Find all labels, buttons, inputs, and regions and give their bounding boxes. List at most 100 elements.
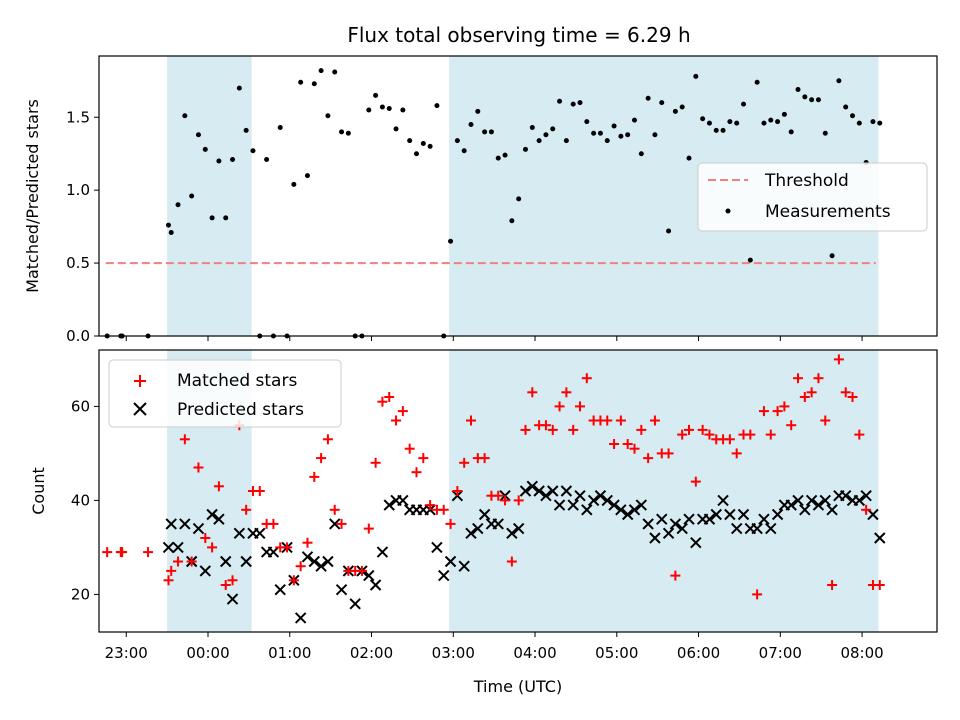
predicted-star-marker-b [376, 546, 389, 558]
predicted-star-marker-b [526, 480, 539, 493]
measurement-point [434, 103, 440, 109]
predicted-star-marker-b [683, 513, 695, 525]
measurement-point [475, 108, 481, 114]
predicted-star-marker-b [220, 555, 232, 568]
predicted-star-marker [240, 555, 252, 568]
measurement-point [393, 126, 399, 132]
measurement-point [509, 218, 515, 224]
matched-star-marker [241, 504, 252, 515]
top-legend-box [697, 162, 928, 232]
measurement-point [666, 228, 672, 234]
bottom-x-tick-label: 04:00 [513, 644, 556, 662]
predicted-star-marker [220, 555, 232, 568]
bottom-legend-box [108, 359, 342, 428]
predicted-star-marker [492, 518, 504, 530]
matched-star-marker [336, 518, 347, 529]
matched-star-marker [302, 537, 313, 548]
measurement-point [427, 143, 433, 149]
matched-star-marker [356, 565, 367, 576]
predicted-star-marker-b [369, 579, 382, 591]
measurement-point [488, 129, 494, 135]
predicted-star-marker [472, 522, 484, 535]
measurement-point [632, 117, 638, 123]
measurement-point [264, 157, 270, 163]
measurement-point [754, 79, 760, 85]
measurement-point [625, 132, 631, 138]
matched-star-marker [479, 453, 490, 464]
bottom-x-tick-label: 02:00 [350, 644, 393, 662]
predicted-star-marker-b [751, 522, 763, 535]
measurement-point [407, 138, 413, 144]
matched-star-marker [568, 424, 579, 435]
bottom-y-tick-label: 60 [71, 397, 90, 415]
matched-star-marker [186, 556, 197, 567]
predicted-star-marker [519, 485, 532, 497]
matched-star-marker [213, 481, 224, 492]
predicted-star-marker-b [635, 499, 648, 511]
matched-star-marker [166, 565, 177, 576]
matched-star-marker [370, 457, 381, 468]
predicted-star-marker [594, 489, 607, 502]
predicted-star-marker-b [335, 583, 348, 596]
predicted-star-marker-b [737, 508, 750, 521]
measurement-point [413, 151, 419, 157]
matched-star-marker [200, 533, 211, 543]
matched-star-marker [690, 476, 701, 487]
matched-star-marker [295, 561, 306, 572]
bottom-x-tick-label: 05:00 [595, 644, 638, 662]
matched-star-marker [663, 448, 674, 459]
predicted-star-marker-b [472, 522, 484, 535]
matched-star-marker [554, 401, 565, 412]
matched-star-marker [513, 495, 524, 506]
matched-star-marker [609, 439, 620, 449]
predicted-star-marker-b [431, 541, 443, 554]
matched-star-marker [820, 415, 831, 426]
top-shaded-interval [167, 56, 252, 336]
predicted-star-marker-b [192, 522, 205, 535]
measurements-legend-label: Measurements [765, 202, 891, 222]
measurement-point [768, 117, 774, 123]
predicted-star-marker [172, 541, 184, 554]
matched-star-marker [465, 415, 476, 426]
measurement-point [454, 138, 460, 144]
top-y-tick-label: 0.5 [66, 254, 90, 272]
matched-star-marker [452, 486, 463, 496]
count-panel: 20 40 60 23:00 00:00 01:00 02:00 03:00 04:00 05:… [29, 349, 938, 696]
matched-star-marker [520, 424, 531, 435]
bottom-x-tick-label: 01:00 [268, 644, 311, 662]
matched-star-marker [173, 556, 184, 567]
predicted-star-marker-b [274, 583, 286, 596]
predicted-star-marker-b [819, 494, 831, 507]
measurement-point [291, 181, 297, 187]
predicted-star-marker [581, 504, 593, 516]
predicted-star-marker [669, 518, 682, 530]
measurement-point [850, 113, 856, 119]
matched-star-marker [752, 589, 763, 600]
measurement-point [659, 100, 665, 106]
predicted-star-marker-b [839, 489, 852, 502]
matched-star-marker [254, 486, 265, 496]
measurement-point [638, 151, 644, 157]
predicted-star-marker-b [758, 513, 770, 525]
bottom-x-tick-label: 03:00 [432, 644, 475, 662]
predicted-star-marker-b [162, 541, 175, 554]
measurement-point [747, 257, 753, 263]
matched-star-marker [117, 547, 128, 558]
matched-star-marker [670, 570, 681, 581]
predicted-star-marker [540, 489, 552, 502]
measurement-point [584, 119, 590, 125]
measurement-point [577, 100, 583, 106]
predicted-star-marker-b [492, 518, 504, 530]
measurement-point [809, 97, 815, 103]
predicted-star-marker [799, 504, 811, 516]
predicted-star-marker [213, 513, 225, 525]
measurement-point [304, 173, 310, 179]
matched-star-marker [874, 580, 885, 590]
measurement-point [706, 120, 712, 126]
predicted-star-marker [730, 522, 743, 535]
predicted-star-marker-b [785, 499, 797, 511]
top-axes-frame [98, 55, 938, 337]
predicted-star-marker [608, 499, 620, 511]
measurement-point [182, 113, 188, 119]
predicted-star-marker-b [662, 527, 675, 540]
